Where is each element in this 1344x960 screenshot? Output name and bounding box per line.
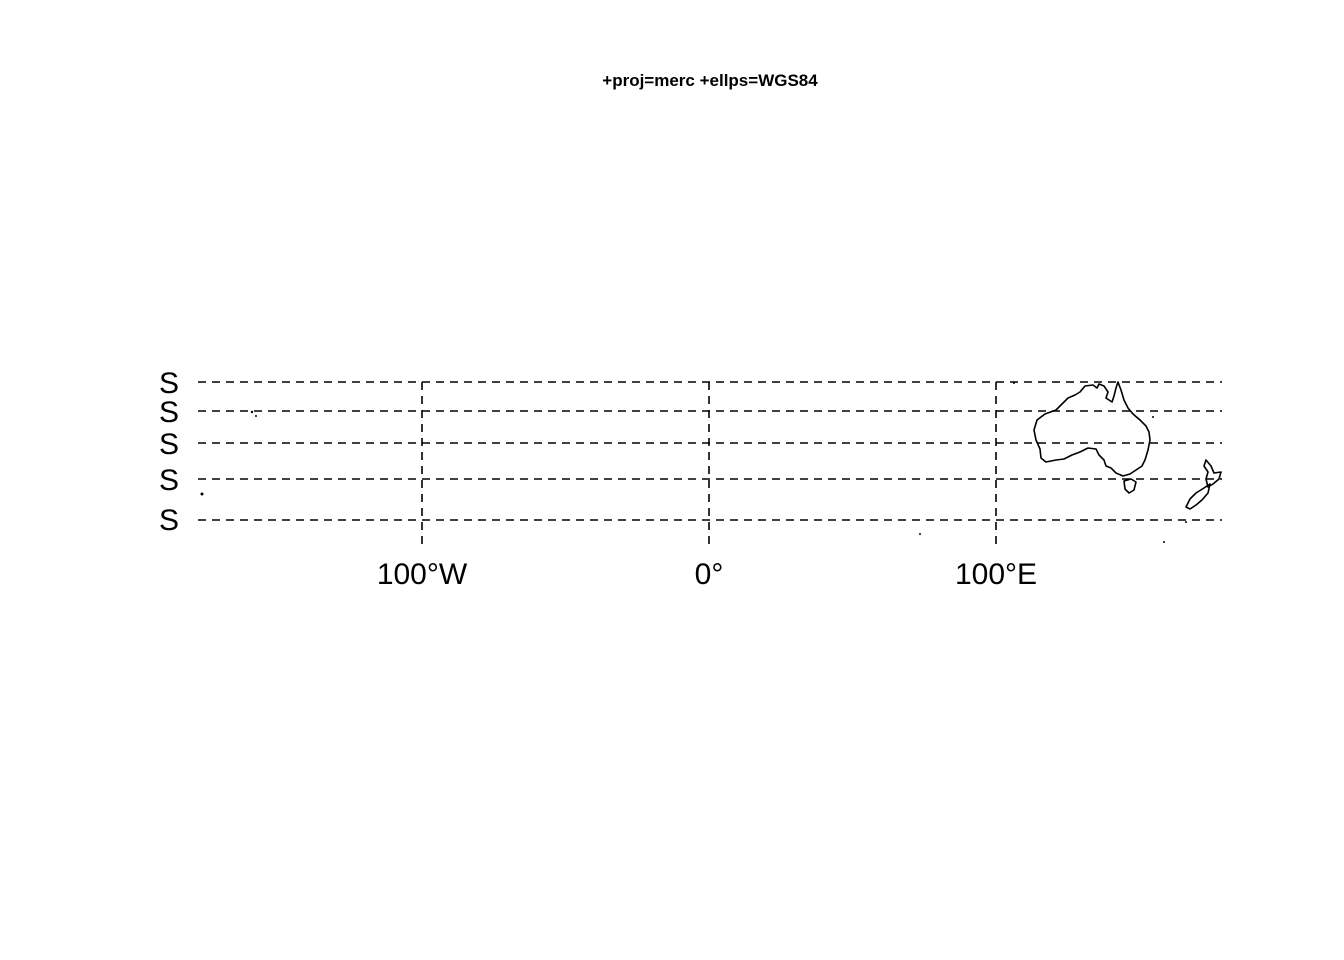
tasmania-outline xyxy=(1124,479,1136,493)
island-speck xyxy=(919,533,921,535)
australia-outline xyxy=(1034,382,1150,476)
island-speck xyxy=(1185,521,1187,523)
latitude-label: S xyxy=(159,504,179,537)
latitude-label: S xyxy=(159,428,179,461)
new-zealand-south-island xyxy=(1186,484,1210,509)
island-speck xyxy=(1013,382,1015,384)
new-zealand-outline xyxy=(1186,460,1221,509)
island-speck xyxy=(201,493,204,496)
longitude-label: 100°W xyxy=(377,558,468,591)
longitude-labels: 100°W 0° 100°E xyxy=(377,558,1037,591)
latitude-label: S xyxy=(159,464,179,497)
longitude-label: 100°E xyxy=(955,558,1037,591)
island-specks xyxy=(201,382,1188,543)
latitude-gridlines xyxy=(198,382,1222,520)
map-title: +proj=merc +ellps=WGS84 xyxy=(602,71,818,90)
latitude-label: S xyxy=(159,396,179,429)
island-speck xyxy=(1163,541,1165,543)
latitude-labels: S S S S S xyxy=(159,367,179,537)
island-speck xyxy=(255,415,257,417)
longitude-label: 0° xyxy=(695,558,724,591)
island-speck xyxy=(1152,416,1154,418)
new-zealand-north-island xyxy=(1204,460,1221,487)
island-speck xyxy=(251,411,253,413)
